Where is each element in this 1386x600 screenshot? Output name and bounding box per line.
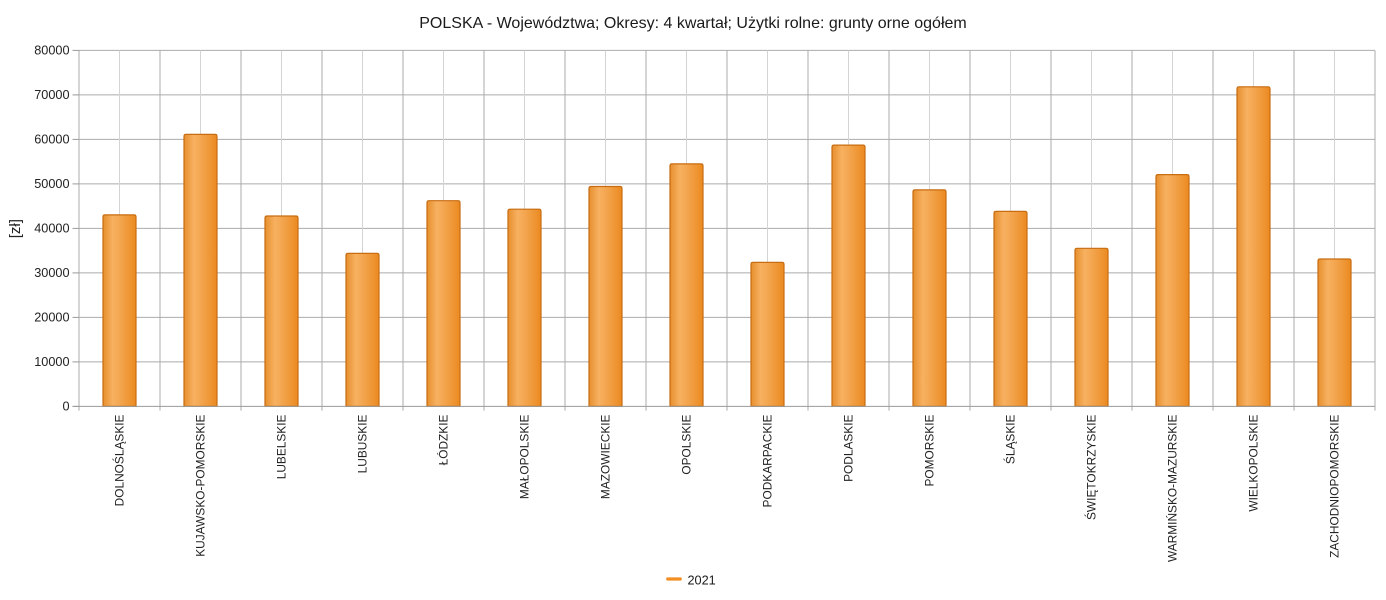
svg-text:50000: 50000 [34,177,69,191]
svg-text:ZACHODNIOPOMORSKIE: ZACHODNIOPOMORSKIE [1328,414,1342,557]
svg-text:2021: 2021 [688,573,716,587]
svg-text:PODLASKIE: PODLASKIE [842,414,856,481]
svg-text:MAZOWIECKIE: MAZOWIECKIE [599,414,613,499]
svg-text:20000: 20000 [34,311,69,325]
svg-text:70000: 70000 [34,88,69,102]
svg-text:POMORSKIE: POMORSKIE [923,414,937,486]
svg-text:LUBELSKIE: LUBELSKIE [275,414,289,479]
svg-text:ŚLĄSKIE: ŚLĄSKIE [1003,414,1018,464]
svg-text:WARMIŃSKO-MAZURSKIE: WARMIŃSKO-MAZURSKIE [1165,414,1180,562]
svg-text:OPOLSKIE: OPOLSKIE [680,414,694,474]
svg-text:80000: 80000 [34,44,69,58]
svg-text:LUBUSKIE: LUBUSKIE [356,414,370,473]
svg-text:0: 0 [62,400,69,414]
svg-text:10000: 10000 [34,355,69,369]
svg-text:MAŁOPOLSKIE: MAŁOPOLSKIE [518,414,532,499]
svg-text:[zł]: [zł] [7,219,24,238]
svg-text:WIELKOPOLSKIE: WIELKOPOLSKIE [1247,414,1261,511]
svg-text:KUJAWSKO-POMORSKIE: KUJAWSKO-POMORSKIE [194,414,208,556]
svg-text:PODKARPACKIE: PODKARPACKIE [761,414,775,507]
svg-text:30000: 30000 [34,266,69,280]
svg-text:40000: 40000 [34,222,69,236]
svg-text:DOLNOŚLĄSKIE: DOLNOŚLĄSKIE [112,414,127,506]
svg-text:POLSKA - Województwa; Okresy:: POLSKA - Województwa; Okresy: 4 kwartał;… [419,15,966,32]
svg-text:60000: 60000 [34,133,69,147]
svg-text:ŁÓDZKIE: ŁÓDZKIE [436,414,451,465]
svg-text:ŚWIĘTOKRZYSKIE: ŚWIĘTOKRZYSKIE [1084,414,1099,520]
